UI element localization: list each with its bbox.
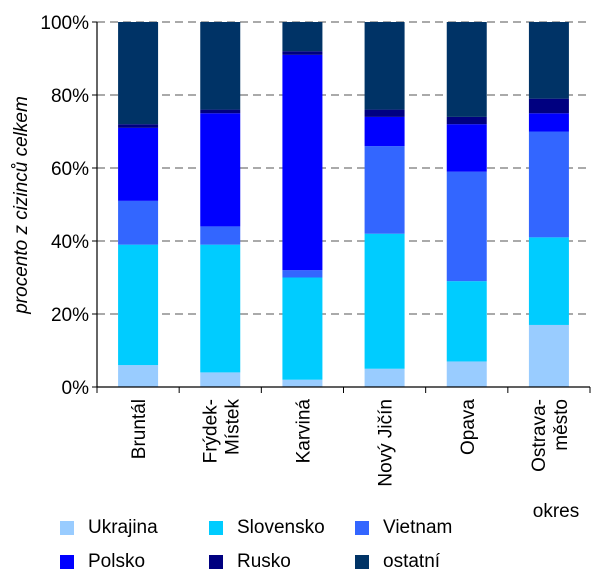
legend-swatch xyxy=(355,521,369,535)
x-category-label: Opava xyxy=(458,399,479,455)
legend-swatch xyxy=(355,555,369,569)
legend-item: Vietnam xyxy=(355,516,452,540)
bar-segment xyxy=(446,22,487,117)
bar-segment xyxy=(118,22,159,125)
legend-swatch xyxy=(209,555,223,569)
y-tick-label: 20% xyxy=(51,305,89,326)
bar-segment xyxy=(118,124,159,128)
legend-item: ostatní xyxy=(355,550,440,574)
legend-label: Slovensko xyxy=(237,517,325,538)
bar-segment xyxy=(200,372,241,387)
bar-segment xyxy=(118,127,159,201)
bar-segment xyxy=(364,368,405,387)
x-category-label: Nový Jičín xyxy=(376,399,397,487)
bar-segment xyxy=(282,54,323,271)
bar-segment xyxy=(528,98,569,114)
y-axis-title: procento z cizinců celkem xyxy=(11,96,32,315)
x-category-labels: Bruntál Frýdek- Místek Karviná Nový Jičín Opa… xyxy=(129,399,572,487)
bar-segment xyxy=(364,22,405,110)
x-category-label: Bruntál xyxy=(129,399,150,459)
legend-label: ostatní xyxy=(383,551,441,572)
bar-segment xyxy=(446,281,487,362)
y-tick-label: 100% xyxy=(40,13,89,34)
x-category-label: Karviná xyxy=(293,399,314,464)
x-axis-title: okres xyxy=(533,501,579,522)
x-category-label: město xyxy=(551,399,572,451)
bar-segment xyxy=(118,244,159,366)
legend-item: Rusko xyxy=(209,550,291,574)
legend-label: Ukrajina xyxy=(88,517,158,538)
bar-segment xyxy=(364,109,405,117)
legend-swatch xyxy=(60,521,74,535)
bar-segment xyxy=(118,200,159,245)
legend-swatch xyxy=(209,521,223,535)
y-tick-label: 80% xyxy=(51,86,89,107)
gridlines xyxy=(97,21,590,315)
bar-segment xyxy=(446,116,487,125)
y-tick-label: 60% xyxy=(51,159,89,180)
bar-segment xyxy=(200,113,241,227)
y-tick-label: 40% xyxy=(51,232,89,253)
bar-segment xyxy=(446,124,487,172)
x-category-label: Ostrava- xyxy=(529,399,550,472)
bar-segment xyxy=(364,233,405,369)
x-category-label: Frýdek- xyxy=(200,399,221,463)
bar-stacks xyxy=(118,22,569,387)
bar-segment xyxy=(282,22,323,52)
bar-segment xyxy=(528,22,569,99)
bar-segment xyxy=(364,146,405,234)
bar-segment xyxy=(528,131,569,238)
bar-segment xyxy=(528,237,569,325)
legend-label: Rusko xyxy=(237,551,291,572)
bar-segment xyxy=(446,171,487,282)
bar-segment xyxy=(200,226,241,245)
bar-segment xyxy=(282,277,323,380)
legend-label: Polsko xyxy=(88,551,146,572)
y-tick-label: 0% xyxy=(62,378,90,399)
x-category-label: Místek xyxy=(222,399,243,455)
bar-segment xyxy=(118,365,159,387)
legend-item: Slovensko xyxy=(209,516,325,540)
bar-segment xyxy=(528,113,569,132)
legend: Ukrajina Slovensko Vietnam Polsko Rusko ostat… xyxy=(60,516,580,574)
axes xyxy=(92,21,591,393)
legend-swatch xyxy=(60,555,74,569)
bar-segment xyxy=(364,116,405,147)
bar-segment xyxy=(282,51,323,55)
legend-item: Polsko xyxy=(60,550,145,574)
bar-segment xyxy=(528,324,569,387)
bar-segment xyxy=(200,22,241,110)
bar-segment xyxy=(446,361,487,387)
legend-item: Ukrajina xyxy=(60,516,158,540)
legend-label: Vietnam xyxy=(383,517,453,538)
bar-segment xyxy=(282,270,323,278)
y-tick-labels: 0% 20% 40% 60% 80% 100% xyxy=(40,13,89,399)
bar-segment xyxy=(200,109,241,114)
bar-segment xyxy=(282,379,323,387)
bar-segment xyxy=(200,244,241,373)
